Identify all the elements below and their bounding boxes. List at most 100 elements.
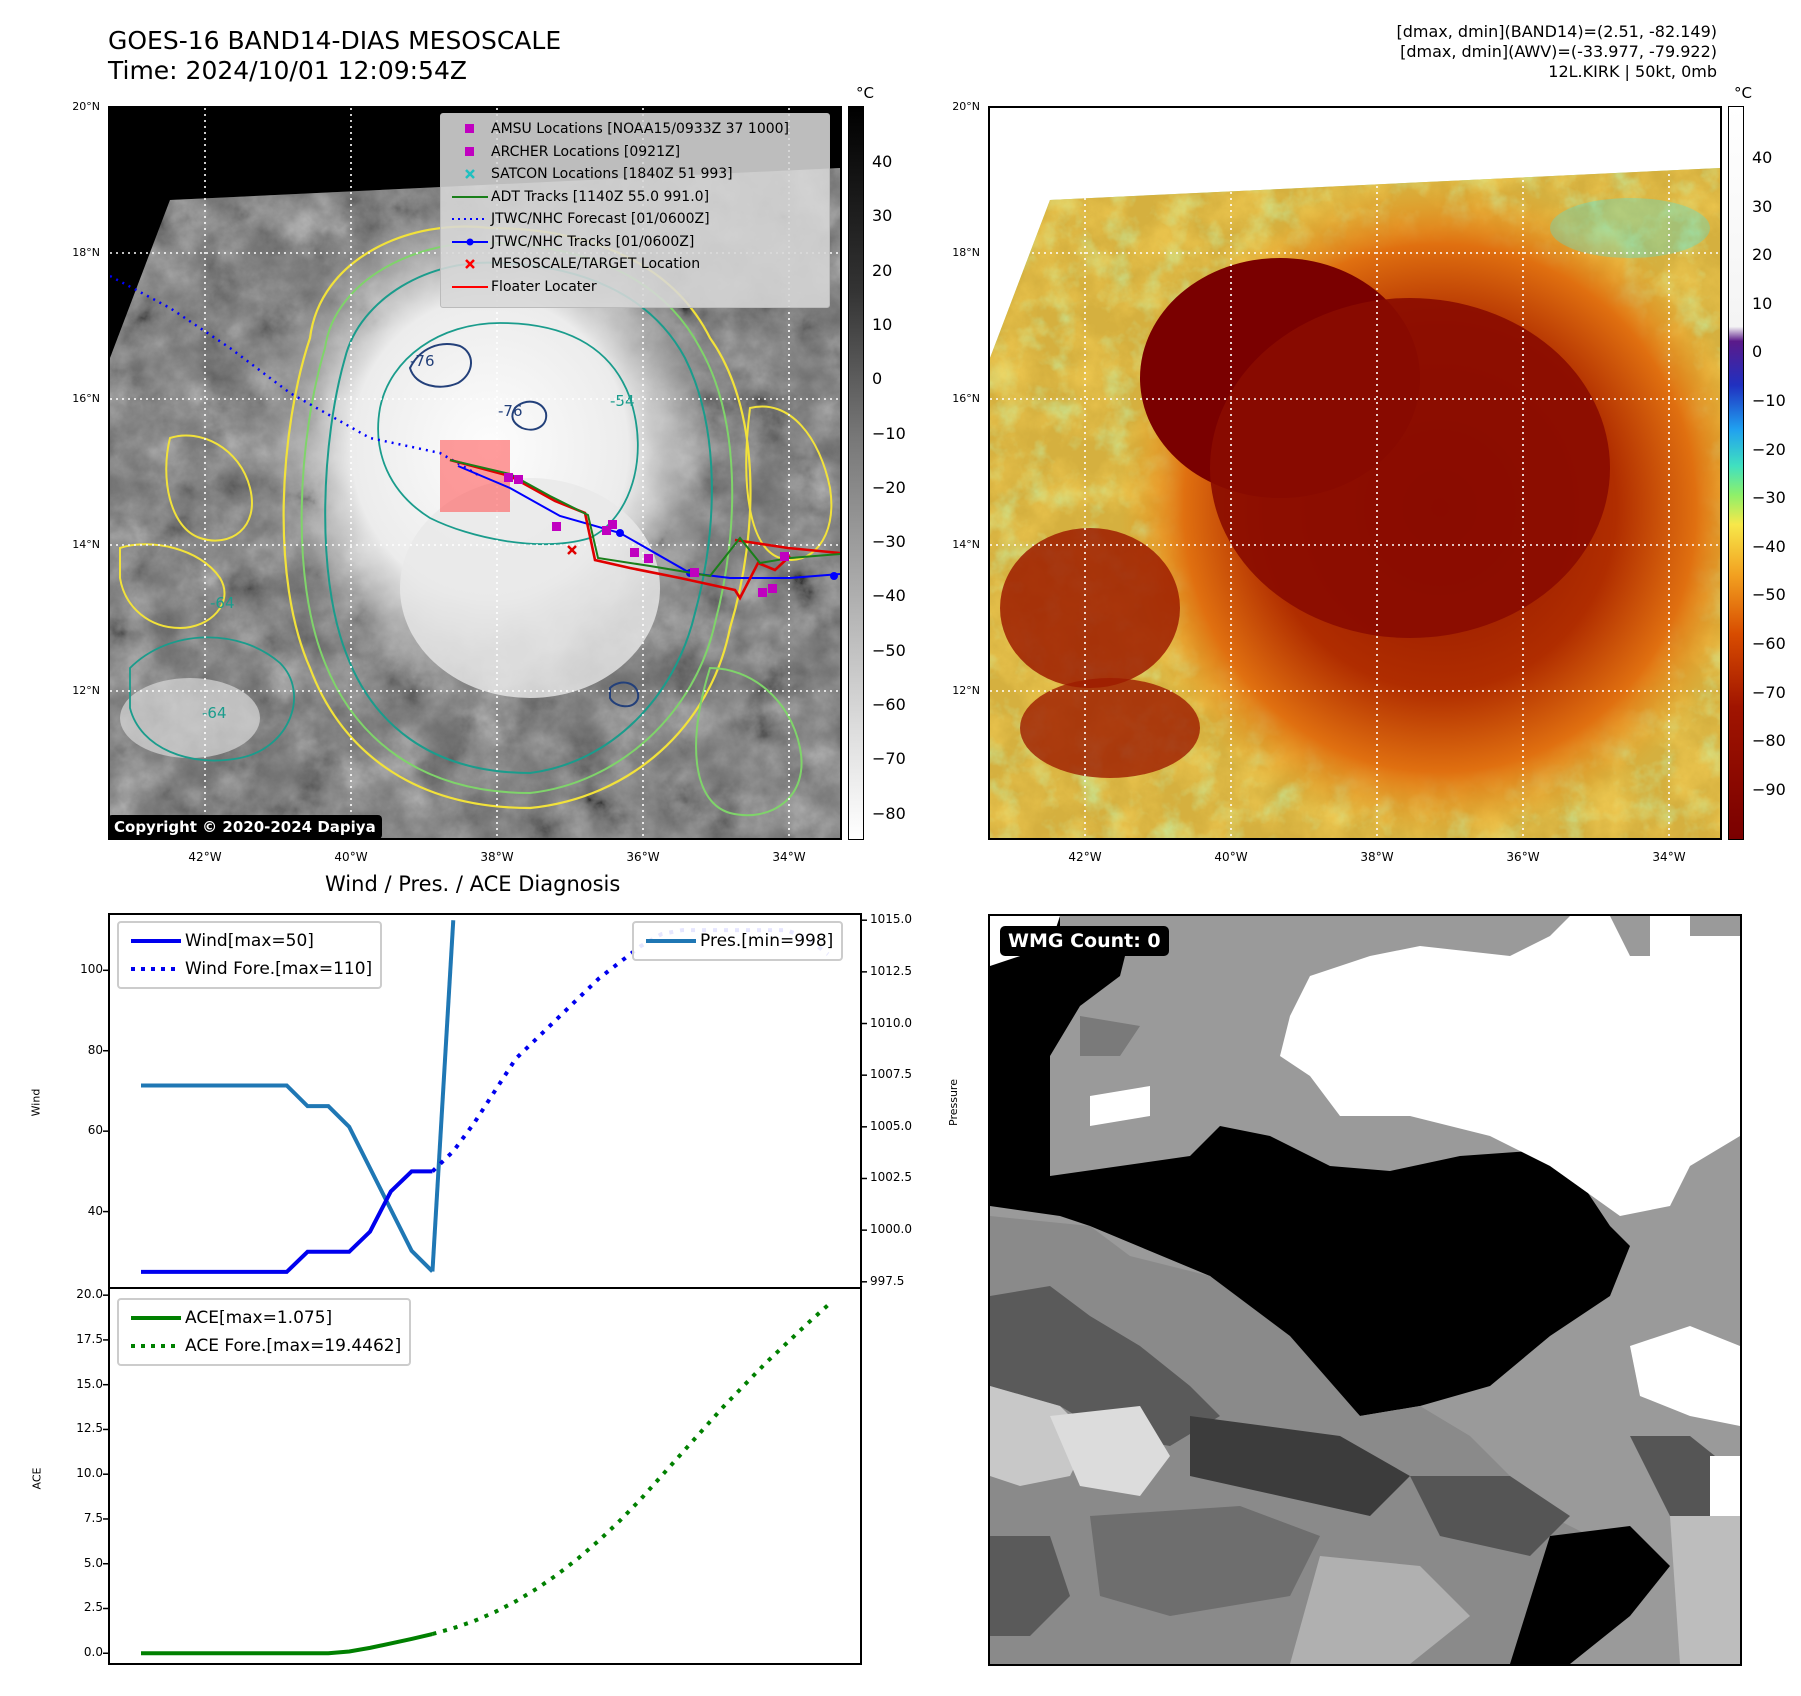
legend-ace-fore: ACE Fore.[max=19.4462]: [127, 1332, 401, 1360]
legend-label: AMSU Locations [NOAA15/0933Z 37 1000]: [491, 121, 790, 138]
colorbar-tick: 40: [1752, 148, 1773, 167]
colorbar-tick: −50: [872, 640, 906, 660]
legend-label: Floater Locater: [491, 278, 597, 295]
legend-label: Wind[max=50]: [185, 931, 314, 951]
legend-label: ACE Fore.[max=19.4462]: [185, 1336, 402, 1356]
lat-label: 14°N: [952, 538, 980, 551]
legend-pres: Pres.[min=998]: [642, 927, 833, 955]
axis-tick-label: 1007.5: [870, 1067, 912, 1082]
lon-label: 40°W: [334, 850, 368, 864]
colorbar-gray: [848, 106, 864, 840]
lon-label: 36°W: [626, 850, 660, 864]
legend-amsu: AMSU Locations [NOAA15/0933Z 37 1000]: [449, 118, 821, 141]
floater-locater-track: [449, 458, 791, 601]
colorbar-tick: 10: [872, 314, 893, 334]
square-marker-icon: [465, 124, 474, 134]
lat-label: 12°N: [952, 684, 980, 697]
colorbar-tick: −80: [872, 803, 906, 823]
legend-label: MESOSCALE/TARGET Location: [491, 256, 701, 273]
axis-tick-label: 1000.0: [870, 1222, 912, 1237]
legend-ace: ACE[max=1.075]: [127, 1304, 401, 1332]
lat-label: 20°N: [72, 100, 100, 113]
colorbar-tick: 30: [872, 206, 893, 226]
colorbar-unit: °C: [1734, 84, 1752, 102]
colorbar-tick: −20: [1752, 439, 1786, 459]
colorbar-tick: −60: [1752, 634, 1786, 653]
colorbar-tick: −70: [872, 749, 906, 769]
axis-tick-label: 1012.5: [870, 963, 912, 978]
stat-line-3: 12L.KIRK | 50kt, 0mb: [1548, 62, 1717, 81]
colorbar-awv: [1728, 106, 1744, 840]
wind-legend: Wind[max=50] Wind Fore.[max=110]: [117, 921, 383, 989]
legend-label: ADT Tracks [1140Z 55.0 991.0]: [491, 188, 710, 205]
stat-line-1: [dmax, dmin](BAND14)=(2.51, -82.149): [1396, 22, 1718, 41]
colorbar-tick: −50: [1752, 585, 1786, 605]
colorbar-tick: −10: [872, 423, 906, 443]
jtwc-forecast-track: [110, 274, 481, 478]
wind-forecast-line: [431, 928, 830, 1173]
axis-tick-label: 60: [87, 1123, 103, 1138]
lon-label: 42°W: [188, 850, 222, 864]
axis-tick-label: 100: [80, 962, 103, 977]
legend-wind-fore: Wind Fore.[max=110]: [127, 955, 372, 983]
contour-label-3: -54: [610, 392, 635, 410]
legend-label: JTWC/NHC Tracks [01/0600Z]: [491, 233, 695, 250]
ace-forecast-line: [431, 1303, 830, 1636]
diagnosis-title: Wind / Pres. / ACE Diagnosis: [325, 872, 621, 896]
lat-label: 16°N: [952, 392, 980, 405]
colorbar-tick: 0: [1752, 342, 1763, 362]
title-line-1: GOES-16 BAND14-DIAS MESOSCALE: [108, 26, 562, 55]
axis-tick-label: 1010.0: [870, 1015, 912, 1030]
pressure-line: [141, 1083, 434, 1273]
wind-line: [141, 1169, 433, 1274]
colorbar-tick: 30: [1752, 196, 1773, 216]
colorbar-tick: 40: [872, 152, 893, 171]
colorbar-tick: 0: [872, 369, 883, 389]
axis-tick-label: 5.0: [83, 1555, 103, 1570]
pressure-axis-label: Pressure: [946, 1079, 960, 1126]
x-marker-icon: [465, 259, 475, 270]
colorbar-tick: −40: [872, 586, 906, 606]
axis-tick-label: 0.0: [83, 1645, 103, 1660]
legend-label: JTWC/NHC Forecast [01/0600Z]: [491, 211, 710, 228]
line-dot-icon: [452, 238, 488, 246]
contour-label-5: -64: [210, 594, 235, 612]
solid-line-icon: [131, 939, 181, 943]
lat-label: 12°N: [72, 684, 100, 697]
axis-tick-label: 1015.0: [870, 912, 912, 927]
axis-tick-label: 1005.0: [870, 1118, 912, 1133]
awv-map-panel: [988, 106, 1722, 840]
ace-line: [141, 1632, 433, 1656]
square-marker-icon: [465, 146, 474, 156]
axis-tick-label: 20.0: [76, 1287, 103, 1302]
legend-wind: Wind[max=50]: [127, 927, 372, 955]
axis-tick-label: 15.0: [76, 1376, 103, 1391]
lat-label: 18°N: [72, 246, 100, 259]
colorbar-tick: −30: [1752, 488, 1786, 508]
axis-tick-label: 7.5: [83, 1510, 103, 1525]
floater-box: [440, 440, 510, 512]
colorbar-tick: −90: [1752, 779, 1786, 799]
contour-label-4: -64: [202, 704, 227, 722]
colorbar-tick: 10: [1752, 293, 1773, 313]
legend-label: ARCHER Locations [0921Z]: [491, 143, 681, 160]
legend-label: ACE[max=1.075]: [185, 1308, 333, 1328]
lon-label: 34°W: [772, 850, 806, 864]
mesoscale-markers: [567, 545, 577, 555]
lon-label: 38°W: [480, 850, 514, 864]
figure-title: GOES-16 BAND14-DIAS MESOSCALE Time: 2024…: [108, 26, 561, 86]
axis-tick-label: 17.5: [76, 1331, 103, 1346]
lon-label: 34°W: [1652, 850, 1686, 864]
contour-label-1: -76: [410, 352, 435, 370]
title-line-2: Time: 2024/10/01 12:09:54Z: [108, 56, 467, 85]
legend-archer: ARCHER Locations [0921Z]: [449, 141, 821, 164]
solid-line-icon: [131, 1316, 181, 1320]
axis-tick-label: 12.5: [76, 1421, 103, 1436]
wind-axis-label: Wind: [29, 1088, 43, 1117]
colorbar-tick: 20: [872, 260, 893, 280]
contour-label-2: -76: [498, 402, 523, 420]
wmg-panel: [988, 914, 1742, 1666]
line-marker-icon: [452, 285, 488, 288]
colorbar-tick: −60: [872, 695, 906, 714]
